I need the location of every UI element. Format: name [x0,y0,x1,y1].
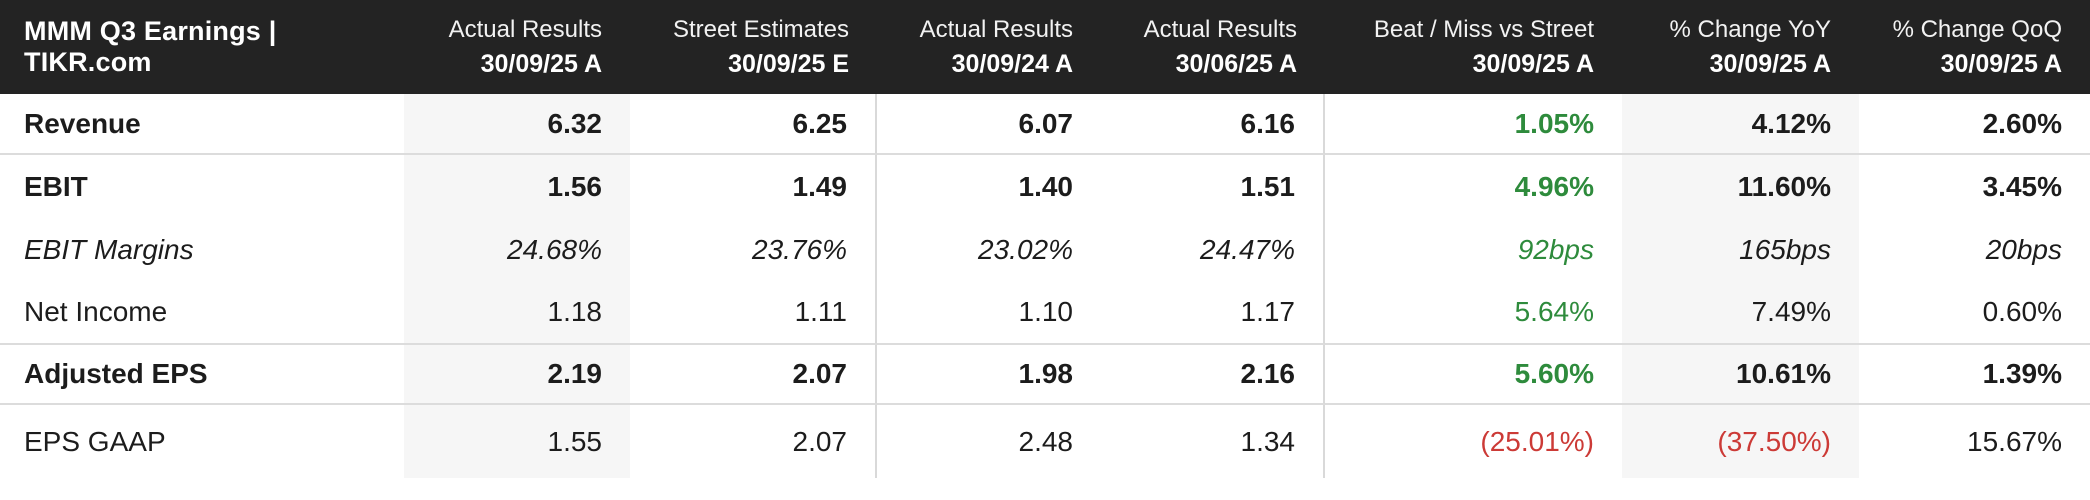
column-header-line1: % Change QoQ [1892,16,2062,43]
cell: 11.60% [1622,155,1859,218]
cell: 2.60% [1859,94,2090,155]
table-title: MMM Q3 Earnings | TIKR.com [0,0,404,94]
cell: 6.16 [1101,94,1325,155]
cell: 1.40 [877,155,1101,218]
cell: 6.32 [404,94,630,155]
cell: (25.01%) [1325,405,1622,478]
cell: 92bps [1325,218,1622,281]
column-header-line2: 30/09/25 E [728,50,849,78]
row-label: EBIT Margins [0,218,404,281]
cell: 1.98 [877,345,1101,405]
column-header-line2: 30/06/25 A [1175,50,1297,78]
cell: 1.18 [404,281,630,345]
column-header-line2: 30/09/25 A [480,50,602,78]
cell: 2.07 [630,405,877,478]
cell: 2.16 [1101,345,1325,405]
cell: 1.56 [404,155,630,218]
earnings-table: MMM Q3 Earnings | TIKR.com Actual Result… [0,0,2090,478]
column-header-change-qoq: % Change QoQ 30/09/25 A [1859,0,2090,94]
row-label: EBIT [0,155,404,218]
column-header-beat-miss: Beat / Miss vs Street 30/09/25 A [1325,0,1622,94]
column-header-line1: Beat / Miss vs Street [1373,16,1594,43]
cell: 0.60% [1859,281,2090,345]
cell: 24.68% [404,218,630,281]
column-header-actual-current: Actual Results 30/09/25 A [404,0,630,94]
column-header-line2: 30/09/25 A [1472,50,1594,78]
column-header-line2: 30/09/25 A [1940,50,2062,78]
cell: 1.55 [404,405,630,478]
cell: 24.47% [1101,218,1325,281]
row-label: Net Income [0,281,404,345]
column-header-actual-prior-year: Actual Results 30/09/24 A [877,0,1101,94]
cell: 10.61% [1622,345,1859,405]
column-header-line1: % Change YoY [1669,16,1831,43]
column-header-line1: Street Estimates [672,16,849,43]
cell: 23.02% [877,218,1101,281]
cell: 1.11 [630,281,877,345]
cell: 4.12% [1622,94,1859,155]
cell: 4.96% [1325,155,1622,218]
cell: 7.49% [1622,281,1859,345]
cell: 23.76% [630,218,877,281]
cell: 1.34 [1101,405,1325,478]
column-header-line1: Actual Results [919,16,1073,43]
cell: 2.19 [404,345,630,405]
cell: 2.07 [630,345,877,405]
row-label: EPS GAAP [0,405,404,478]
cell: 6.25 [630,94,877,155]
cell: 1.39% [1859,345,2090,405]
cell: 5.60% [1325,345,1622,405]
column-header-line1: Actual Results [448,16,602,43]
cell: 1.51 [1101,155,1325,218]
cell: 1.17 [1101,281,1325,345]
column-header-street-estimates: Street Estimates 30/09/25 E [630,0,877,94]
cell: 1.10 [877,281,1101,345]
column-header-line1: Actual Results [1143,16,1297,43]
table-title-text: MMM Q3 Earnings | TIKR.com [24,16,277,77]
column-header-change-yoy: % Change YoY 30/09/25 A [1622,0,1859,94]
column-header-actual-prior-quarter: Actual Results 30/06/25 A [1101,0,1325,94]
cell: 15.67% [1859,405,2090,478]
column-header-line2: 30/09/25 A [1709,50,1831,78]
row-label: Revenue [0,94,404,155]
cell: 5.64% [1325,281,1622,345]
cell: 2.48 [877,405,1101,478]
cell: (37.50%) [1622,405,1859,478]
row-label: Adjusted EPS [0,345,404,405]
cell: 1.05% [1325,94,1622,155]
cell: 1.49 [630,155,877,218]
cell: 3.45% [1859,155,2090,218]
cell: 165bps [1622,218,1859,281]
cell: 20bps [1859,218,2090,281]
cell: 6.07 [877,94,1101,155]
column-header-line2: 30/09/24 A [951,50,1073,78]
